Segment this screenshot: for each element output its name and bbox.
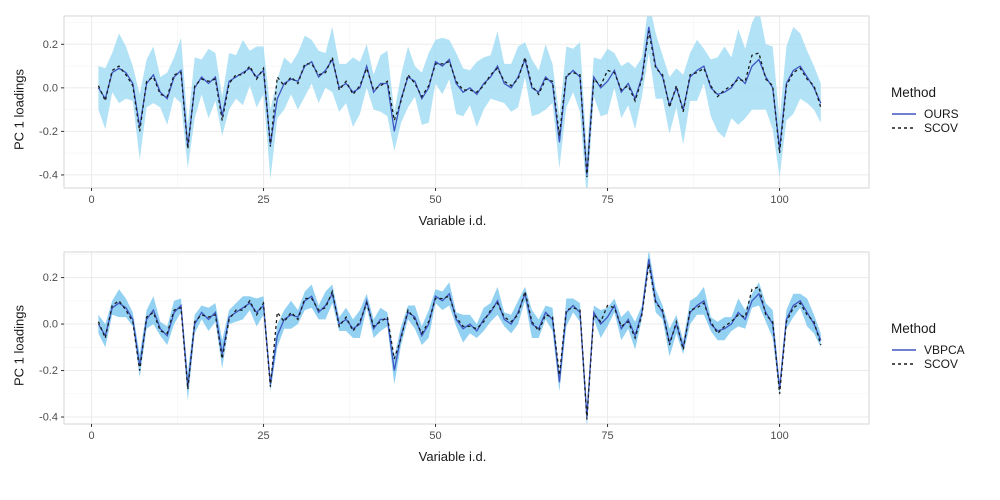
x-tick-label: 75	[601, 430, 613, 442]
y-tick-label: -0.4	[39, 169, 58, 181]
panel-bottom: PC 1 loadings 0 25 50 75 100 0.2 0.0 -0.2 -0.4 V…	[8, 246, 992, 468]
x-tick-label: 25	[257, 430, 269, 442]
x-tick-label: 50	[429, 194, 441, 206]
legend-title: Method	[891, 85, 937, 100]
y-tick-label: -0.2	[39, 365, 58, 377]
x-tick-label: 100	[770, 430, 788, 442]
x-tick-label: 25	[257, 194, 269, 206]
y-tick-label: -0.4	[39, 412, 58, 424]
series-line-scov	[97, 31, 822, 178]
panel-border	[63, 15, 870, 189]
x-axis-title-bottom: Variable i.d.	[418, 449, 487, 464]
line-chart-bottom: 0 25 50 75 100 0.2 0.0 -0.2 -0.4	[39, 251, 870, 442]
y-axis-title-top: PC 1 loadings	[11, 69, 27, 151]
confidence-ribbon	[98, 16, 821, 188]
line-chart-top: 0 25 50 75 100 0.2 0.0 -0.2 -0.4	[39, 15, 870, 206]
y-tick-label: -0.2	[39, 126, 58, 138]
legend-entry-scov: SCOV	[891, 121, 992, 135]
y-tick-label: 0.2	[43, 272, 58, 284]
panel-border	[63, 251, 870, 425]
series-line-scov	[97, 263, 822, 420]
legend-top: Method OURS SCOV	[875, 10, 992, 210]
y-tick-label: 0.2	[43, 39, 58, 51]
x-tick-label: 50	[429, 430, 441, 442]
x-tick-label: 0	[88, 194, 94, 206]
legend-label: VBPCA	[924, 343, 965, 357]
x-axis-title-top: Variable i.d.	[418, 213, 487, 228]
legend-key-solid-line-icon	[892, 349, 916, 351]
legend-bottom: Method VBPCA SCOV	[875, 246, 992, 446]
y-tick-label: 0.0	[43, 82, 58, 94]
x-tick-label: 75	[601, 194, 613, 206]
legend-title: Method	[891, 321, 937, 336]
legend-label: OURS	[924, 107, 959, 121]
legend-key-dashed-line-icon	[892, 127, 916, 129]
legend-entry-vbpca: VBPCA	[891, 343, 992, 357]
legend-entries: VBPCA SCOV	[891, 343, 992, 371]
y-axis-title-bottom: PC 1 loadings	[11, 305, 27, 387]
legend-entry-ours: OURS	[891, 107, 992, 121]
x-tick-label: 100	[770, 194, 788, 206]
figure: PC 1 loadings 0 25 50 75 100 0.2 0.0 -0.2 -0.4 V…	[8, 10, 992, 468]
legend-key-dashed-line-icon	[892, 363, 916, 365]
legend-label: SCOV	[924, 357, 959, 371]
x-tick-label: 0	[88, 430, 94, 442]
legend-entry-scov: SCOV	[891, 357, 992, 371]
legend-label: SCOV	[924, 121, 959, 135]
legend-entries: OURS SCOV	[891, 107, 992, 135]
y-tick-label: 0.0	[43, 319, 58, 331]
panel-top: PC 1 loadings 0 25 50 75 100 0.2 0.0 -0.2 -0.4 V…	[8, 10, 992, 232]
legend-key-solid-line-icon	[892, 113, 916, 115]
